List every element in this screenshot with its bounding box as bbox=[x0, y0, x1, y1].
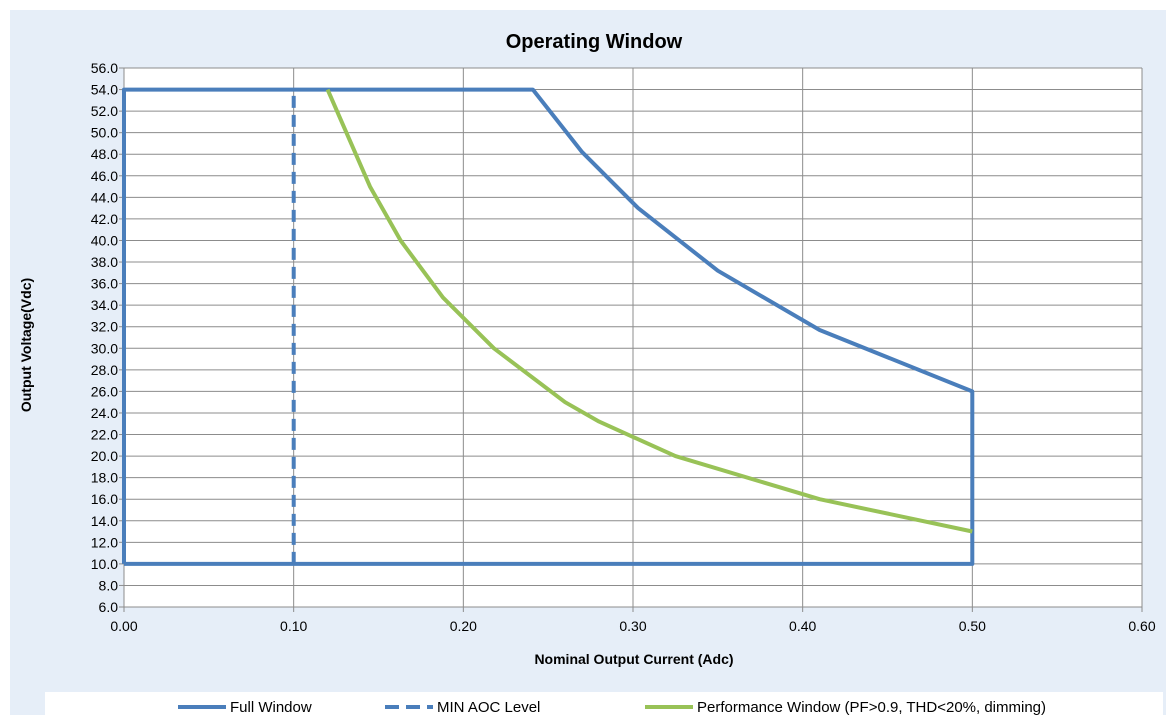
x-tick-label: 0.50 bbox=[959, 618, 986, 634]
y-tick-label: 10.0 bbox=[91, 556, 118, 572]
x-axis-label: Nominal Output Current (Adc) bbox=[534, 651, 733, 667]
y-tick-label: 44.0 bbox=[91, 189, 118, 205]
y-tick-label: 40.0 bbox=[91, 232, 118, 248]
y-tick-label: 20.0 bbox=[91, 448, 118, 464]
legend: Full Window MIN AOC Level Performance Wi… bbox=[45, 692, 1163, 722]
x-tick-label: 0.40 bbox=[789, 618, 816, 634]
y-tick-label: 54.0 bbox=[91, 82, 118, 98]
y-tick-label: 30.0 bbox=[91, 340, 118, 356]
y-tick-label: 48.0 bbox=[91, 146, 118, 162]
y-tick-label: 14.0 bbox=[91, 513, 118, 529]
x-tick-label: 0.20 bbox=[450, 618, 477, 634]
y-tick-label: 32.0 bbox=[91, 319, 118, 335]
legend-swatch-performance-window bbox=[645, 702, 693, 712]
legend-label-performance-window: Performance Window (PF>0.9, THD<20%, dim… bbox=[697, 699, 1046, 716]
legend-item-min-aoc: MIN AOC Level bbox=[385, 692, 540, 722]
y-tick-label: 56.0 bbox=[91, 60, 118, 76]
y-tick-label: 38.0 bbox=[91, 254, 118, 270]
y-tick-label: 34.0 bbox=[91, 297, 118, 313]
x-tick-label: 0.60 bbox=[1128, 618, 1155, 634]
legend-item-full-window: Full Window bbox=[178, 692, 312, 722]
y-tick-label: 52.0 bbox=[91, 103, 118, 119]
chart-title: Operating Window bbox=[506, 31, 683, 53]
legend-swatch-full-window bbox=[178, 702, 226, 712]
x-tick-label: 0.10 bbox=[280, 618, 307, 634]
legend-label-min-aoc: MIN AOC Level bbox=[437, 699, 540, 716]
x-tick-label: 0.00 bbox=[110, 618, 137, 634]
y-tick-label: 24.0 bbox=[91, 405, 118, 421]
legend-label-full-window: Full Window bbox=[230, 699, 312, 716]
y-tick-label: 28.0 bbox=[91, 362, 118, 378]
legend-swatch-min-aoc bbox=[385, 702, 433, 712]
y-tick-label: 36.0 bbox=[91, 276, 118, 292]
chart-svg: Operating Window 6.0 8.0 10.0 12.0 14.0 16.0 1… bbox=[10, 10, 1166, 715]
chart-frame: Operating Window 6.0 8.0 10.0 12.0 14.0 16.0 1… bbox=[10, 10, 1166, 715]
x-tick-label: 0.30 bbox=[619, 618, 646, 634]
y-tick-label: 22.0 bbox=[91, 427, 118, 443]
y-axis-label: Output Voltage(Vdc) bbox=[18, 278, 34, 412]
y-tick-label: 26.0 bbox=[91, 383, 118, 399]
y-tick-label: 6.0 bbox=[99, 599, 119, 615]
legend-item-performance-window: Performance Window (PF>0.9, THD<20%, dim… bbox=[645, 692, 1046, 722]
y-tick-label: 16.0 bbox=[91, 491, 118, 507]
y-tick-label: 50.0 bbox=[91, 125, 118, 141]
y-tick-label: 42.0 bbox=[91, 211, 118, 227]
y-tick-label: 46.0 bbox=[91, 168, 118, 184]
y-tick-label: 12.0 bbox=[91, 534, 118, 550]
y-tick-label: 18.0 bbox=[91, 470, 118, 486]
y-tick-label: 8.0 bbox=[99, 577, 119, 593]
